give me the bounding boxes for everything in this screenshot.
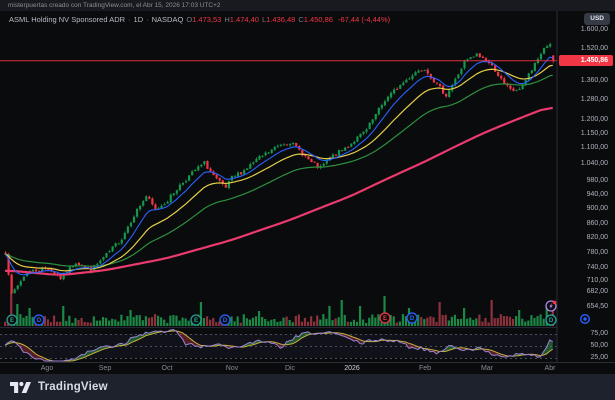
time-axis-label: Feb: [418, 365, 432, 372]
ohlc-low: L 1.436,48: [261, 15, 296, 24]
price-axis-tick: 1.150,00: [580, 130, 608, 137]
price-axis-tick: 25,00: [590, 354, 608, 361]
legend-separator: ·: [146, 15, 149, 24]
time-axis[interactable]: Ago Sep Oct Nov Dic 2026 Feb Mar Abr: [0, 362, 615, 374]
time-axis-label: Abr: [544, 365, 556, 372]
legend-separator: ·: [128, 15, 131, 24]
time-axis-label: Mar: [480, 365, 494, 372]
time-axis-label: 2026: [344, 365, 360, 372]
currency-badge[interactable]: USD: [584, 13, 610, 25]
time-axis-label: Oct: [161, 365, 173, 372]
tradingview-wordmark[interactable]: TradingView: [38, 381, 108, 393]
ohlc-high: H 1.474,40: [224, 15, 259, 24]
symbol-legend: ASML Holding NV Sponsored ADR · 1D · NAS…: [9, 15, 390, 24]
footer-bar: TradingView: [0, 374, 615, 400]
time-axis-label: Sep: [98, 365, 112, 372]
price-axis-tick: 780,00: [586, 249, 608, 256]
time-axis-label: Nov: [225, 365, 239, 372]
price-axis-tick: 740,00: [586, 264, 608, 271]
price-axis-tick: 1.100,00: [580, 144, 608, 151]
price-chart-canvas[interactable]: [0, 11, 615, 362]
price-axis-tick: 820,00: [586, 234, 608, 241]
price-axis-tick: 900,00: [586, 205, 608, 212]
price-axis-tick: 1.520,00: [580, 45, 608, 52]
price-axis[interactable]: USD 1.450,86 1.600,00 1.520,00 1.360,00 1.2…: [557, 11, 615, 362]
last-price-label: 1.450,86: [559, 55, 613, 66]
price-axis-tick: 75,00: [590, 330, 608, 337]
price-axis-tick: 1.280,00: [580, 96, 608, 103]
exchange-label: NASDAQ: [151, 15, 184, 24]
interval-label[interactable]: 1D: [133, 15, 144, 24]
price-axis-tick: 1.600,00: [580, 26, 608, 33]
price-axis-tick: 980,00: [586, 177, 608, 184]
symbol-title[interactable]: ASML Holding NV Sponsored ADR: [9, 15, 126, 24]
price-axis-tick: 940,00: [586, 191, 608, 198]
price-axis-tick: 1.040,00: [580, 160, 608, 167]
price-axis-tick: 1.200,00: [580, 116, 608, 123]
price-axis-tick: 860,00: [586, 220, 608, 227]
chart-area: ASML Holding NV Sponsored ADR · 1D · NAS…: [0, 11, 615, 374]
ohlc-open: O 1.473,53: [186, 15, 222, 24]
price-axis-tick: 50,00: [590, 342, 608, 349]
time-axis-label: Ago: [40, 365, 54, 372]
attribution-bar: misterpuertas creado con TradingView.com…: [0, 0, 615, 11]
price-axis-tick: 682,00: [586, 288, 608, 295]
ohlc-close: C 1.450,86: [298, 15, 333, 24]
time-axis-label: Dic: [284, 365, 296, 372]
change-label: -67,44 (-4,44%): [337, 15, 391, 24]
tradingview-logo-icon[interactable]: [10, 380, 31, 395]
price-axis-tick: 710,00: [586, 277, 608, 284]
attribution-text: misterpuertas creado con TradingView.com…: [8, 2, 221, 9]
price-axis-tick: 1.360,00: [580, 77, 608, 84]
price-axis-tick: 654,50: [586, 303, 608, 310]
